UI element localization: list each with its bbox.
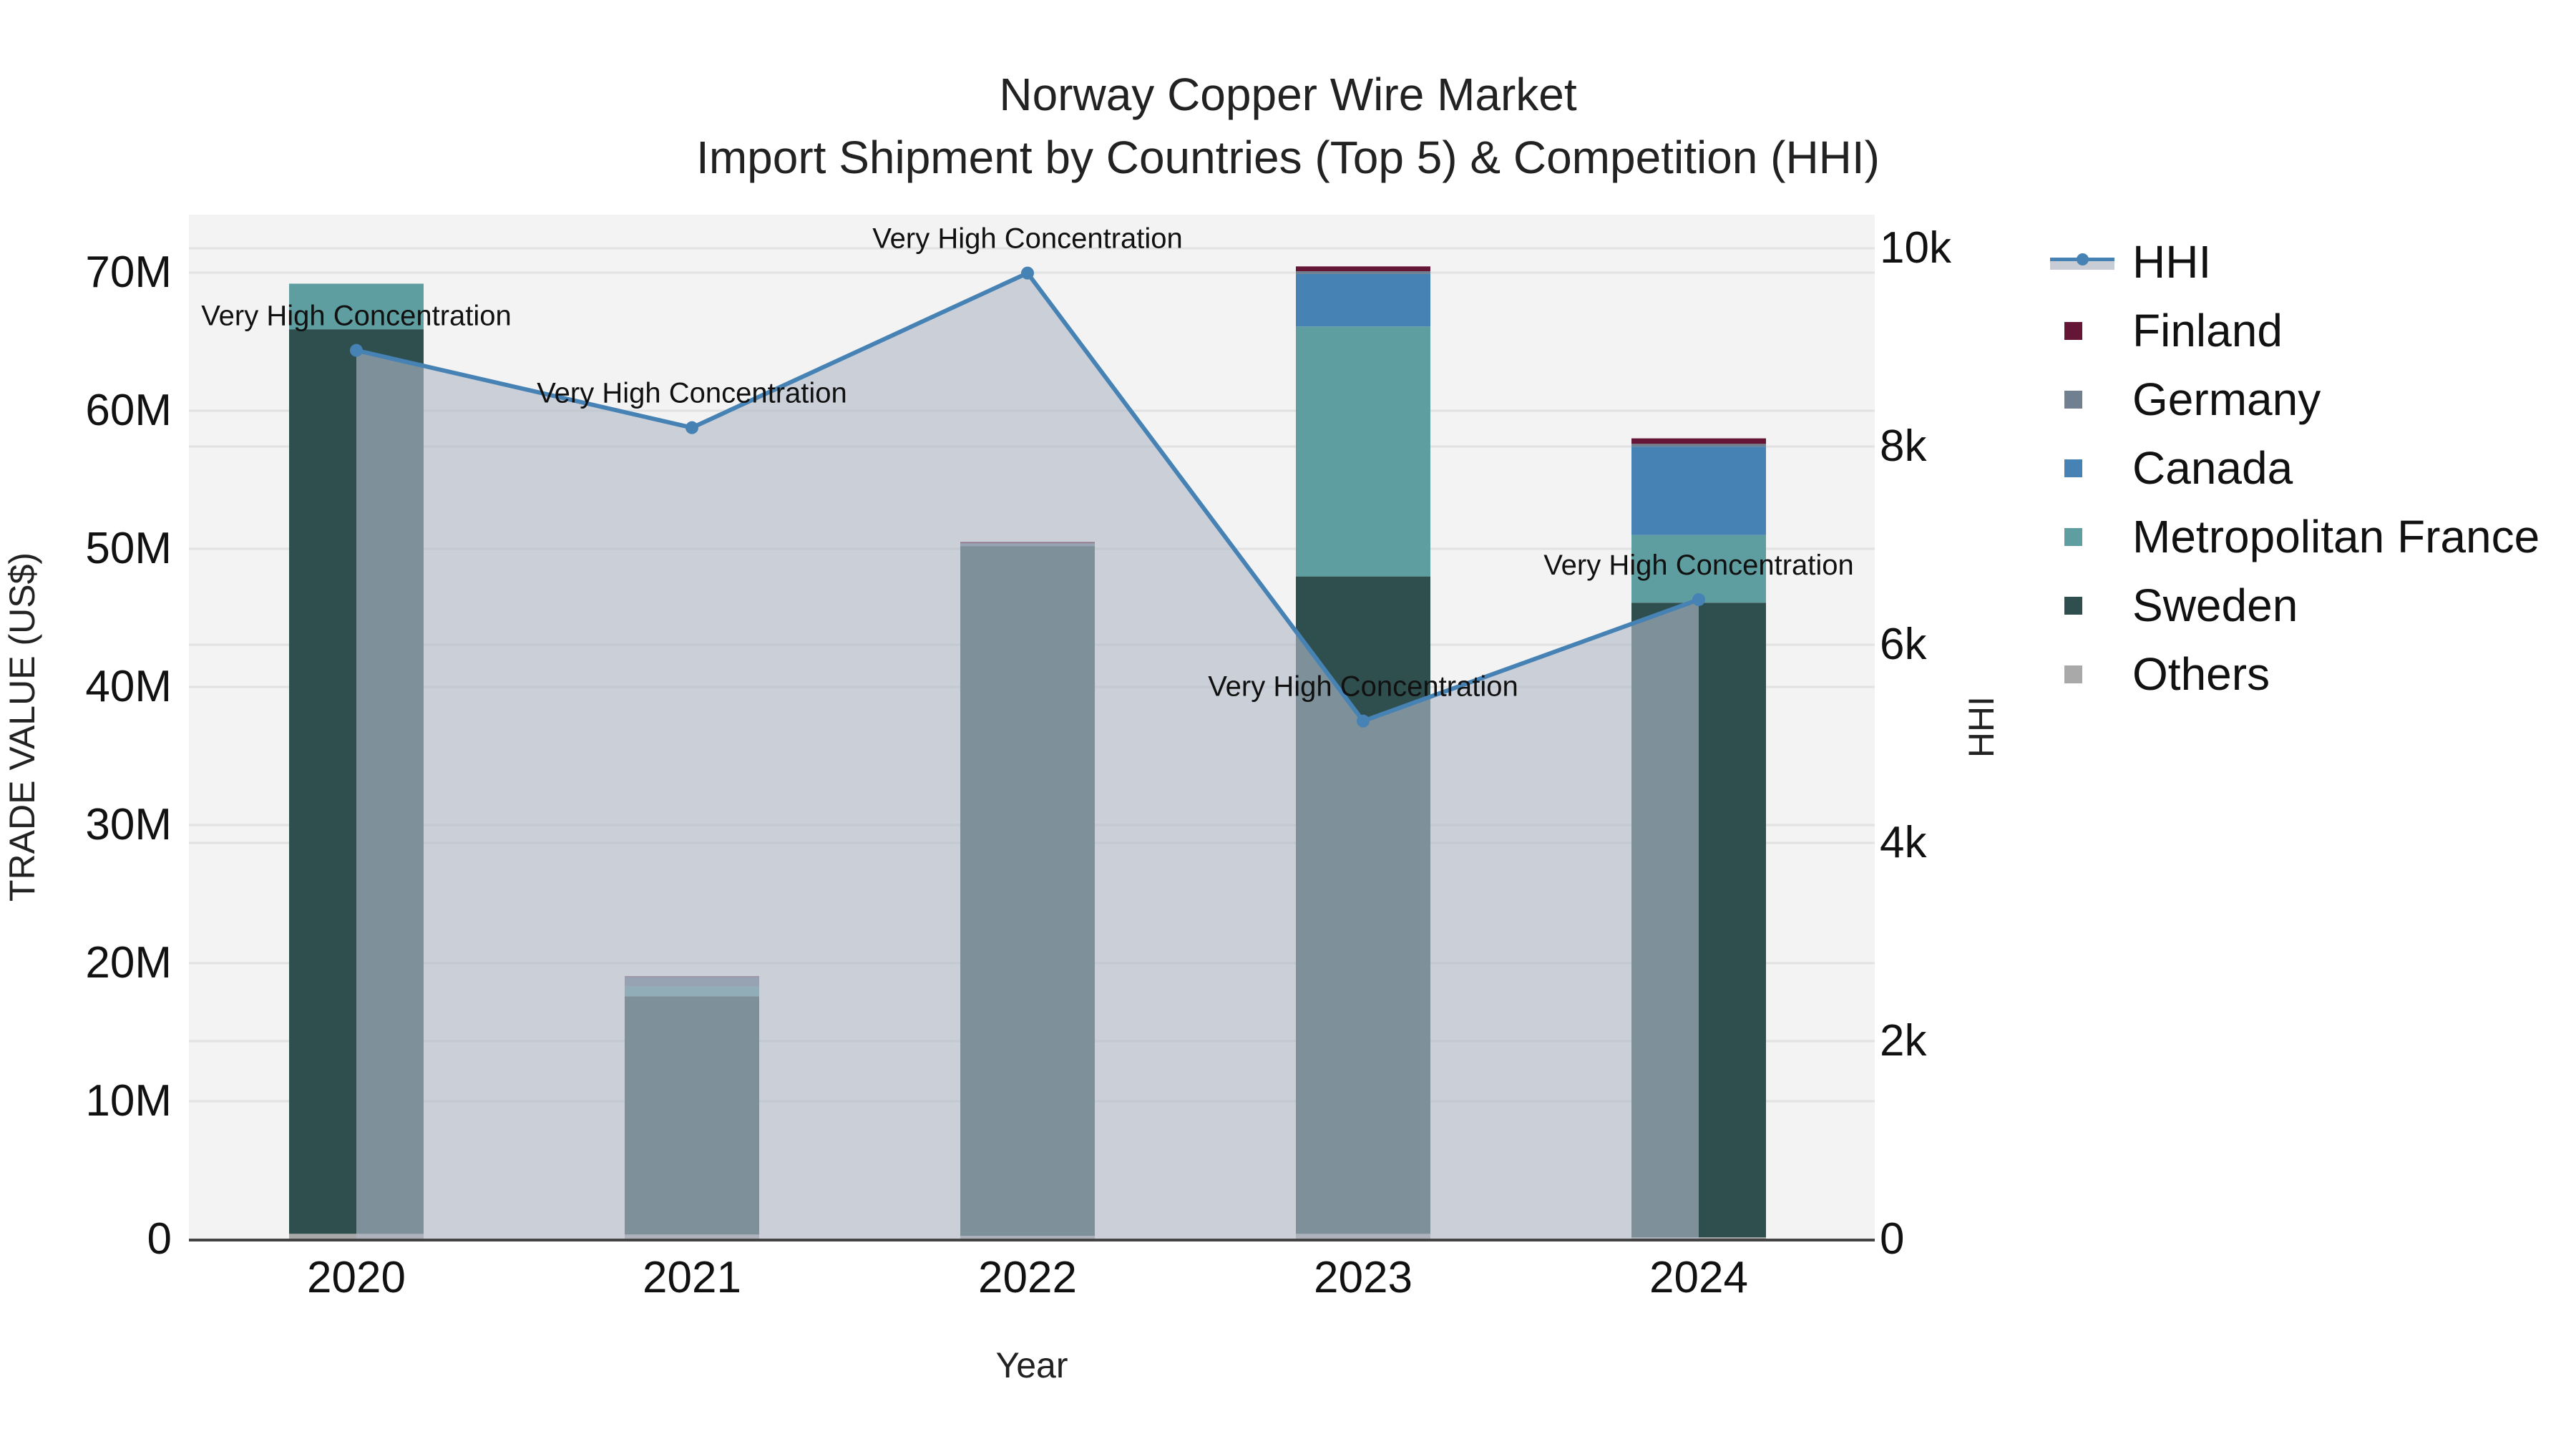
y-tick-label: 50M xyxy=(85,524,172,573)
x-axis-ticks: 2020 2021 2022 2023 2024 xyxy=(307,1253,1748,1302)
line-marker-icon xyxy=(2050,253,2114,271)
bar-segment-finland[interactable] xyxy=(1631,438,1766,444)
y2-tick-label: 10k xyxy=(1880,223,1952,273)
y2-tick-label: 4k xyxy=(1880,818,1927,867)
legend-label: Finland xyxy=(2132,305,2283,356)
x-tick-label: 2023 xyxy=(1314,1253,1413,1302)
bar-segment-finland[interactable] xyxy=(1296,266,1430,272)
legend-item-others[interactable]: Others xyxy=(2050,640,2540,708)
y2-tick-label: 6k xyxy=(1880,620,1927,669)
legend-label: HHI xyxy=(2132,236,2212,288)
color-swatch-icon xyxy=(2064,665,2082,683)
hhi-annotation: Very High Concentration xyxy=(201,301,512,332)
hhi-annotation: Very High Concentration xyxy=(537,378,847,409)
x-tick-label: 2021 xyxy=(643,1253,741,1302)
y-tick-label: 60M xyxy=(85,386,172,435)
bar-segment-germany[interactable] xyxy=(1631,444,1766,447)
legend-item-finland[interactable]: Finland xyxy=(2050,296,2540,365)
hhi-point[interactable] xyxy=(686,421,698,434)
y-tick-label: 10M xyxy=(85,1076,172,1126)
y-tick-label: 70M xyxy=(85,248,172,297)
color-swatch-icon xyxy=(2064,459,2082,477)
hhi-point[interactable] xyxy=(350,343,363,357)
hhi-line xyxy=(350,266,1705,728)
bar-segment-canada[interactable] xyxy=(1631,447,1766,535)
chart-title-line2: Import Shipment by Countries (Top 5) & C… xyxy=(696,132,1880,183)
legend-label: Sweden xyxy=(2132,580,2298,631)
y-tick-label: 40M xyxy=(85,662,172,711)
y-tick-label: 30M xyxy=(85,800,172,849)
y-axis-right-title: HHI xyxy=(1961,696,2001,758)
y-tick-label: 20M xyxy=(85,938,172,987)
bar-segment-metropolitan-france[interactable] xyxy=(1631,535,1766,603)
chart-title-line1: Norway Copper Wire Market xyxy=(999,69,1577,120)
x-tick-label: 2024 xyxy=(1649,1253,1748,1302)
color-swatch-icon xyxy=(2064,321,2082,340)
hhi-annotations: Very High Concentration Very High Concent… xyxy=(201,223,1854,703)
x-axis-title: Year xyxy=(995,1345,1068,1385)
y2-tick-label: 8k xyxy=(1880,421,1927,471)
hhi-annotation: Very High Concentration xyxy=(872,223,1183,255)
legend-item-metropolitan-france[interactable]: Metropolitan France xyxy=(2050,502,2540,571)
hhi-annotation: Very High Concentration xyxy=(1543,550,1854,581)
y-axis-left-title: TRADE VALUE (US$) xyxy=(2,552,42,902)
x-tick-label: 2022 xyxy=(978,1253,1077,1302)
legend-item-canada[interactable]: Canada xyxy=(2050,434,2540,502)
hhi-point[interactable] xyxy=(1692,592,1705,606)
y2-tick-label: 2k xyxy=(1880,1016,1927,1065)
legend-label: Others xyxy=(2132,648,2270,700)
y-tick-label: 0 xyxy=(147,1214,172,1264)
legend-item-sweden[interactable]: Sweden xyxy=(2050,571,2540,640)
hhi-area xyxy=(356,273,1699,1239)
bar-segment-metropolitan-france[interactable] xyxy=(1296,326,1430,577)
legend-label: Germany xyxy=(2132,374,2321,425)
x-tick-label: 2020 xyxy=(307,1253,406,1302)
y2-tick-label: 0 xyxy=(1880,1214,1904,1264)
color-swatch-icon xyxy=(2064,390,2082,409)
hhi-point[interactable] xyxy=(1021,266,1034,280)
color-swatch-icon xyxy=(2064,527,2082,546)
hhi-annotation: Very High Concentration xyxy=(1208,671,1518,703)
bar-segment-canada[interactable] xyxy=(1296,273,1430,327)
hhi-point[interactable] xyxy=(1357,714,1370,728)
legend-label: Metropolitan France xyxy=(2132,511,2540,562)
legend-item-germany[interactable]: Germany xyxy=(2050,365,2540,434)
y-axis-right-ticks: 0 2k 4k 6k 8k 10k xyxy=(1880,223,1952,1264)
legend-item-hhi[interactable]: HHI xyxy=(2050,228,2540,296)
color-swatch-icon xyxy=(2064,596,2082,615)
bar-segment-metropolitan-france[interactable] xyxy=(289,283,424,330)
bar-segment-germany[interactable] xyxy=(1296,271,1430,274)
y-axis-left-ticks: 0 10M 20M 30M 40M 50M 60M 70M xyxy=(85,248,172,1264)
legend-label: Canada xyxy=(2132,442,2293,494)
legend: HHI Finland Germany Canada Metropolitan Fran… xyxy=(2050,228,2540,708)
hhi-area-fill xyxy=(356,273,1699,1239)
chart-title: Norway Copper Wire Market Import Shipmen… xyxy=(0,63,2576,189)
